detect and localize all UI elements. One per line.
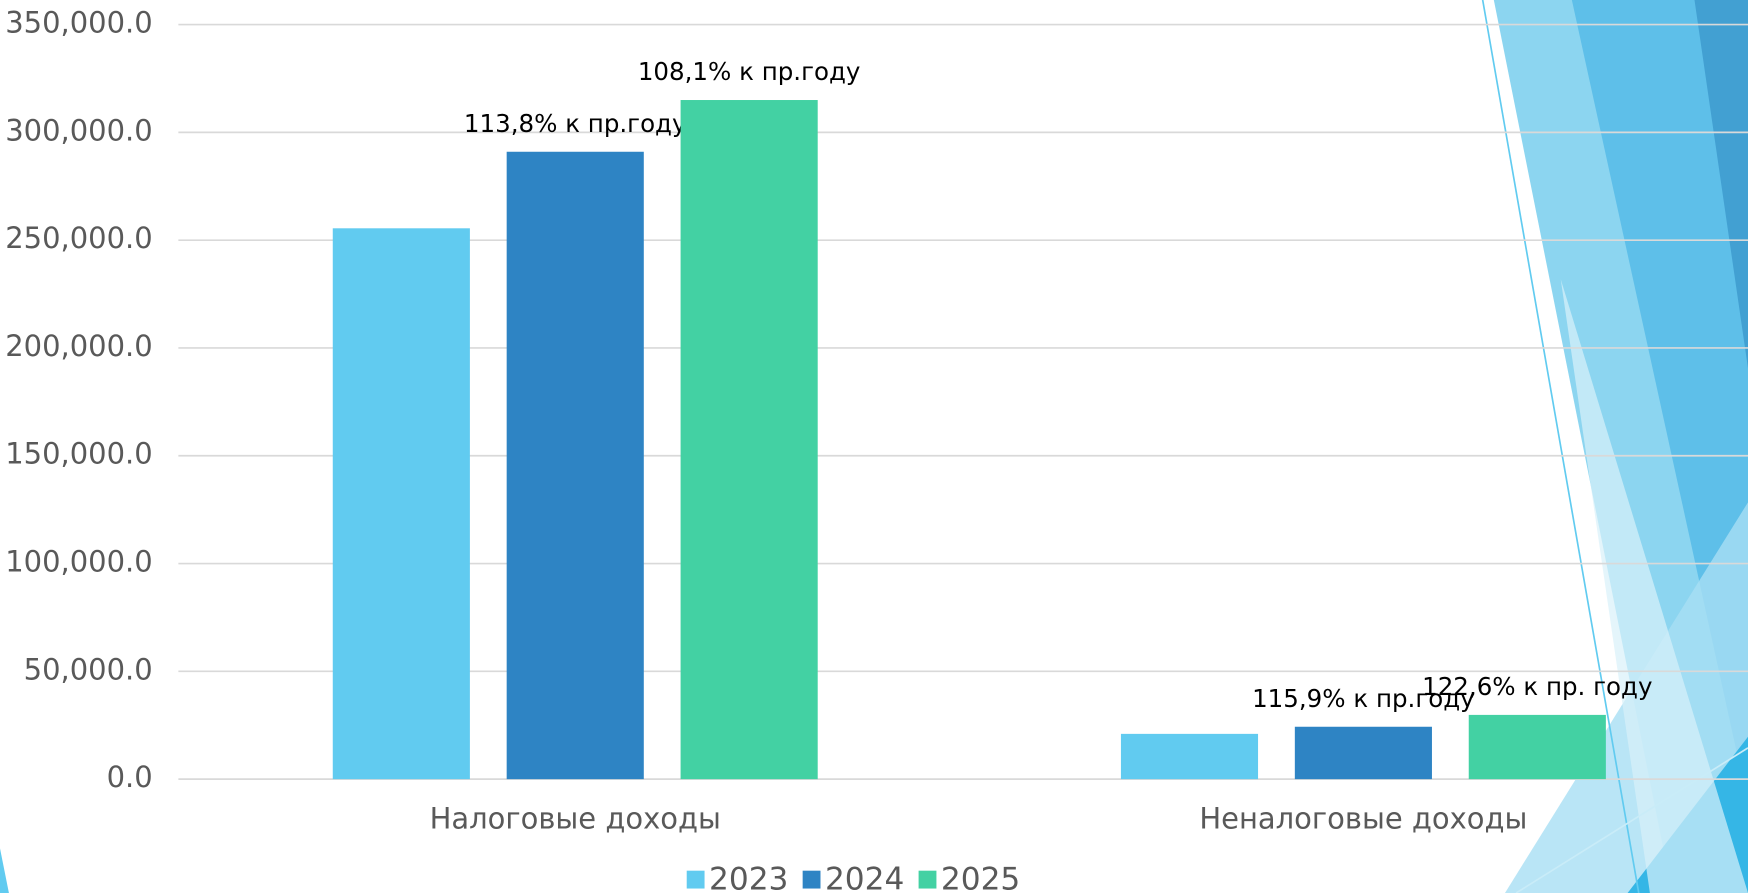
plot: 0.0 50,000.0 100,000.0 150,000.0 200,000.0 25… [5,6,1748,893]
y-tick-label: 300,000.0 [5,113,152,147]
bar [1468,714,1606,780]
legend-swatch [802,870,821,889]
y-tick-label: 200,000.0 [5,329,152,363]
data-label: 113,8% к пр.году [464,109,687,138]
legend-swatch [918,870,937,889]
bar [1294,726,1432,780]
data-label: 122,6% к пр. году [1422,672,1652,701]
y-tick-label: 50,000.0 [24,652,153,686]
legend-label: 2025 [941,862,1020,893]
data-label: 108,1% к пр.году [638,57,861,86]
legend-label: 2024 [825,862,904,893]
x-tick-label: Неналоговые доходы [1199,801,1527,835]
x-tick-label: Налоговые доходы [430,801,721,835]
bar [680,100,818,780]
y-tick-label: 150,000.0 [5,437,152,471]
bar [332,228,470,780]
data-label: 115,9% к пр.году [1252,684,1475,713]
y-tick-label: 350,000.0 [5,6,152,40]
legend-swatch [686,870,705,889]
y-tick-label: 250,000.0 [5,221,152,255]
bar [1120,733,1259,780]
y-tick-label: 0.0 [107,760,153,794]
y-tick-label: 100,000.0 [5,545,152,579]
bar [506,151,644,780]
legend-label: 2023 [709,862,788,893]
